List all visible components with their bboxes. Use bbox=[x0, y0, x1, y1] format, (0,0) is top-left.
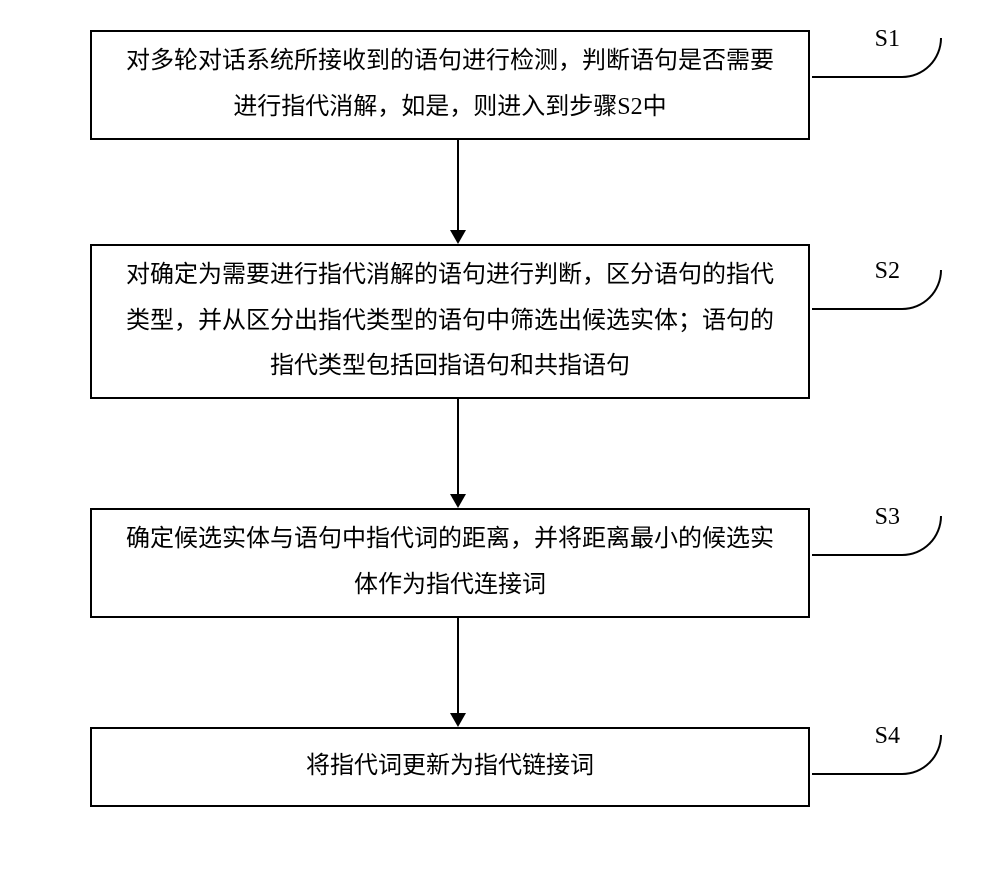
step-s1-box: 对多轮对话系统所接收到的语句进行检测，判断语句是否需要进行指代消解，如是，则进入… bbox=[90, 30, 810, 140]
step-s1-container: 对多轮对话系统所接收到的语句进行检测，判断语句是否需要进行指代消解，如是，则进入… bbox=[60, 30, 940, 140]
step-s3-label: S3 bbox=[875, 504, 900, 531]
step-s1-text: 对多轮对话系统所接收到的语句进行检测，判断语句是否需要进行指代消解，如是，则进入… bbox=[116, 39, 784, 130]
arrow-s1-s2 bbox=[450, 140, 466, 244]
step-s3-box: 确定候选实体与语句中指代词的距离，并将距离最小的候选实体作为指代连接词 bbox=[90, 508, 810, 618]
step-s4-text: 将指代词更新为指代链接词 bbox=[306, 744, 594, 790]
step-s4-container: 将指代词更新为指代链接词 S4 bbox=[60, 727, 940, 807]
arrow-head-icon bbox=[450, 230, 466, 244]
step-s2-label: S2 bbox=[875, 258, 900, 285]
step-s2-text: 对确定为需要进行指代消解的语句进行判断，区分语句的指代类型，并从区分出指代类型的… bbox=[116, 253, 784, 390]
arrow-line bbox=[457, 618, 459, 713]
arrow-head-icon bbox=[450, 494, 466, 508]
step-s4-label: S4 bbox=[875, 723, 900, 750]
arrow-head-icon bbox=[450, 713, 466, 727]
arrow-line bbox=[457, 399, 459, 494]
step-s3-container: 确定候选实体与语句中指代词的距离，并将距离最小的候选实体作为指代连接词 S3 bbox=[60, 508, 940, 618]
flowchart-container: 对多轮对话系统所接收到的语句进行检测，判断语句是否需要进行指代消解，如是，则进入… bbox=[60, 30, 940, 807]
arrow-s2-s3 bbox=[450, 399, 466, 508]
step-s3-text: 确定候选实体与语句中指代词的距离，并将距离最小的候选实体作为指代连接词 bbox=[116, 517, 784, 608]
arrow-s3-s4 bbox=[450, 618, 466, 727]
step-s2-container: 对确定为需要进行指代消解的语句进行判断，区分语句的指代类型，并从区分出指代类型的… bbox=[60, 244, 940, 399]
arrow-line bbox=[457, 140, 459, 230]
step-s1-label: S1 bbox=[875, 26, 900, 53]
step-s2-box: 对确定为需要进行指代消解的语句进行判断，区分语句的指代类型，并从区分出指代类型的… bbox=[90, 244, 810, 399]
step-s4-box: 将指代词更新为指代链接词 bbox=[90, 727, 810, 807]
